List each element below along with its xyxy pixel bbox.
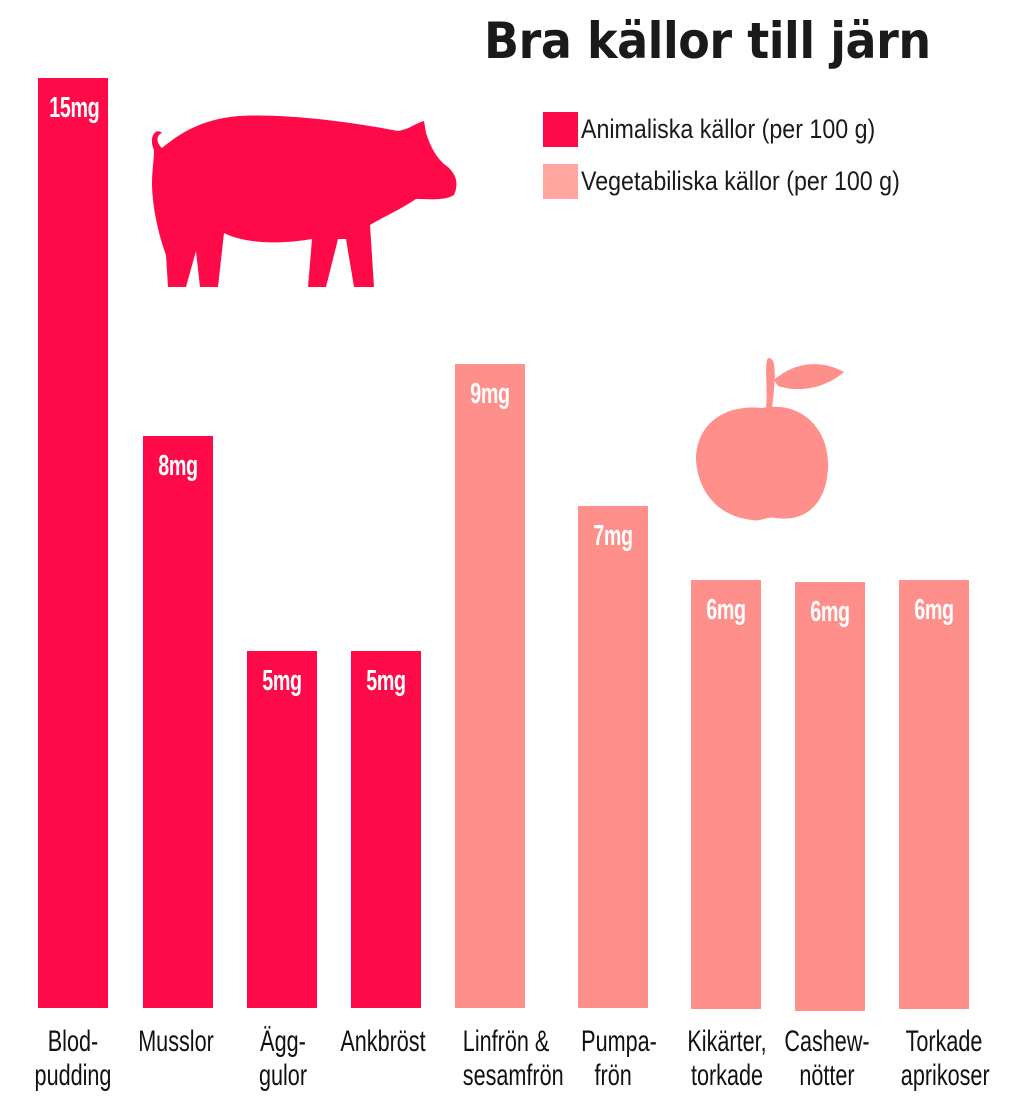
bar-blodpudding: 15mg	[38, 78, 108, 1008]
x-label-kikarter: Kikärter, torkade	[684, 1025, 770, 1093]
bar-kikarter: 6mg	[691, 580, 761, 1009]
bar-aggulor: 5mg	[247, 651, 317, 1008]
bar-cashewnotter: 6mg	[795, 582, 865, 1011]
legend-swatch-animal	[543, 112, 578, 147]
x-label-linfron: Linfrön & sesamfrön	[462, 1025, 564, 1093]
x-label-aggulor: Ägg- gulor	[240, 1025, 326, 1093]
bar-value-label: 9mg	[470, 378, 510, 410]
bar-ankbrost: 5mg	[351, 651, 421, 1008]
pig-icon	[151, 115, 457, 287]
x-label-blodpudding: Blod- pudding	[30, 1025, 116, 1093]
x-label-line: frön	[594, 1059, 632, 1092]
bar-value-label: 6mg	[914, 594, 954, 626]
x-label-line: Musslor	[138, 1025, 214, 1058]
legend-label: Animaliska källor (per 100 g)	[581, 114, 876, 144]
bar-linfron-sesamfron: 9mg	[455, 364, 525, 1008]
x-label-line: Kikärter,	[687, 1025, 767, 1058]
bar-value-label: 15mg	[49, 92, 100, 124]
x-label-line: sesamfrön	[462, 1059, 564, 1092]
x-label-line: aprikoser	[900, 1059, 990, 1092]
legend-item-vegetable: Vegetabiliska källor (per 100 g)	[543, 164, 952, 199]
x-label-line: Ägg-	[260, 1025, 306, 1058]
x-label-line: Linfrön &	[462, 1025, 550, 1058]
x-label-line: gulor	[258, 1059, 308, 1092]
x-label-line: Cashew-	[784, 1025, 870, 1058]
x-label-cashewnotter: Cashew- nötter	[784, 1025, 870, 1093]
x-label-line: Pumpa-	[581, 1025, 657, 1058]
bar-torkade-aprikoser: 6mg	[899, 580, 969, 1009]
x-label-line: Torkade	[905, 1025, 983, 1058]
legend-label: Vegetabiliska källor (per 100 g)	[581, 166, 900, 196]
x-label-ankbrost: Ankbröst	[340, 1025, 426, 1059]
chart-title: Bra källor till järn	[484, 12, 931, 70]
x-label-line: pudding	[34, 1059, 112, 1092]
x-label-line: nötter	[799, 1059, 855, 1092]
bar-value-label: 6mg	[706, 594, 746, 626]
x-label-line: Blod-	[47, 1025, 99, 1058]
apple-icon	[696, 358, 844, 521]
legend-swatch-vegetable	[543, 164, 578, 199]
bar-musslor: 8mg	[143, 436, 213, 1008]
legend-item-animal: Animaliska källor (per 100 g)	[543, 112, 923, 147]
x-label-line: torkade	[690, 1059, 764, 1092]
bar-value-label: 6mg	[810, 596, 850, 628]
x-label-torkade-aprikoser: Torkade aprikoser	[900, 1025, 990, 1093]
bar-value-label: 5mg	[262, 665, 302, 697]
x-label-musslor: Musslor	[133, 1025, 219, 1059]
x-label-pumpafron: Pumpa- frön	[576, 1025, 662, 1093]
bar-value-label: 8mg	[158, 450, 198, 482]
bar-value-label: 5mg	[366, 665, 406, 697]
bar-value-label: 7mg	[593, 520, 633, 552]
x-label-line: Ankbröst	[340, 1025, 426, 1058]
bar-pumpafron: 7mg	[578, 506, 648, 1008]
